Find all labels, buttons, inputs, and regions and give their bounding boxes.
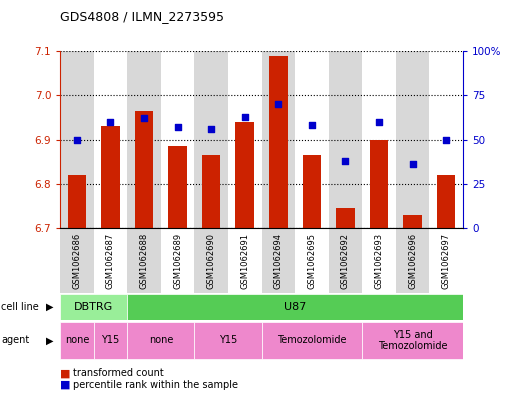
Bar xyxy=(362,322,463,359)
Text: transformed count: transformed count xyxy=(73,368,164,378)
Bar xyxy=(60,228,94,293)
Text: percentile rank within the sample: percentile rank within the sample xyxy=(73,380,238,390)
Bar xyxy=(94,322,127,359)
Text: ■: ■ xyxy=(60,380,71,390)
Bar xyxy=(262,228,295,293)
Bar xyxy=(94,228,127,293)
Bar xyxy=(437,175,456,228)
Text: U87: U87 xyxy=(284,302,306,312)
Text: GSM1062691: GSM1062691 xyxy=(240,233,249,289)
Text: GSM1062696: GSM1062696 xyxy=(408,233,417,289)
Text: GSM1062689: GSM1062689 xyxy=(173,233,182,289)
Bar xyxy=(429,51,463,228)
Point xyxy=(241,113,249,119)
Point xyxy=(174,124,182,130)
Bar xyxy=(135,111,153,228)
Text: agent: agent xyxy=(1,335,29,345)
Text: Y15: Y15 xyxy=(219,335,237,345)
Bar xyxy=(362,228,396,293)
Bar xyxy=(195,51,228,228)
Text: none: none xyxy=(65,335,89,345)
Text: GSM1062690: GSM1062690 xyxy=(207,233,215,289)
Text: ▶: ▶ xyxy=(46,302,53,312)
Bar xyxy=(396,51,429,228)
Text: ▶: ▶ xyxy=(46,335,53,345)
Text: GSM1062694: GSM1062694 xyxy=(274,233,283,289)
Text: GSM1062695: GSM1062695 xyxy=(308,233,316,289)
Text: DBTRG: DBTRG xyxy=(74,302,113,312)
Bar xyxy=(60,322,94,359)
Point xyxy=(442,136,450,143)
Text: cell line: cell line xyxy=(1,302,39,312)
Bar xyxy=(60,294,127,320)
Bar xyxy=(168,146,187,228)
Point xyxy=(73,136,81,143)
Text: GSM1062697: GSM1062697 xyxy=(441,233,451,289)
Point xyxy=(375,119,383,125)
Bar xyxy=(370,140,388,228)
Point xyxy=(274,101,282,107)
Text: Y15 and
Temozolomide: Y15 and Temozolomide xyxy=(378,330,447,351)
Bar xyxy=(127,294,463,320)
Text: GSM1062686: GSM1062686 xyxy=(72,233,82,289)
Bar xyxy=(295,228,328,293)
Bar xyxy=(127,322,195,359)
Bar xyxy=(328,51,362,228)
Point xyxy=(408,161,417,167)
Bar xyxy=(403,215,422,228)
Bar xyxy=(235,122,254,228)
Point xyxy=(341,158,349,164)
Bar xyxy=(228,51,262,228)
Bar xyxy=(295,51,328,228)
Bar xyxy=(202,155,220,228)
Text: none: none xyxy=(149,335,173,345)
Bar xyxy=(161,51,195,228)
Text: GSM1062693: GSM1062693 xyxy=(374,233,383,289)
Text: GSM1062692: GSM1062692 xyxy=(341,233,350,289)
Bar xyxy=(195,322,262,359)
Bar xyxy=(127,228,161,293)
Bar xyxy=(60,51,94,228)
Bar xyxy=(328,228,362,293)
Text: Y15: Y15 xyxy=(101,335,120,345)
Text: GSM1062688: GSM1062688 xyxy=(140,233,149,289)
Bar xyxy=(101,126,120,228)
Text: GSM1062687: GSM1062687 xyxy=(106,233,115,289)
Bar xyxy=(336,208,355,228)
Bar xyxy=(262,51,295,228)
Point xyxy=(308,122,316,129)
Bar xyxy=(362,51,396,228)
Bar xyxy=(429,228,463,293)
Point xyxy=(140,115,148,121)
Bar xyxy=(161,228,195,293)
Point xyxy=(106,119,115,125)
Bar xyxy=(262,322,362,359)
Point xyxy=(207,126,215,132)
Bar xyxy=(67,175,86,228)
Bar xyxy=(396,228,429,293)
Text: GDS4808 / ILMN_2273595: GDS4808 / ILMN_2273595 xyxy=(60,10,224,23)
Text: ■: ■ xyxy=(60,368,71,378)
Bar xyxy=(303,155,321,228)
Bar xyxy=(127,51,161,228)
Text: Temozolomide: Temozolomide xyxy=(277,335,347,345)
Bar xyxy=(94,51,127,228)
Bar xyxy=(228,228,262,293)
Bar xyxy=(269,55,288,228)
Bar xyxy=(195,228,228,293)
